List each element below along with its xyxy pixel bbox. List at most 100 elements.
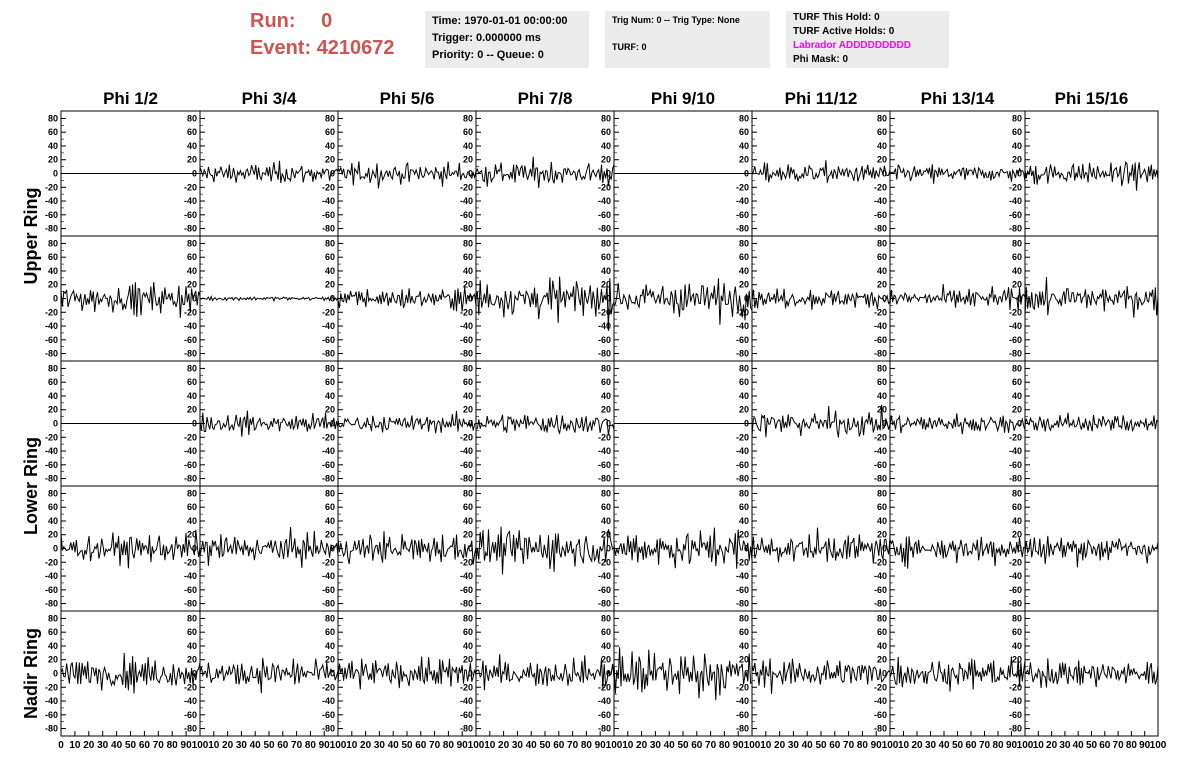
y-tick-label: -60 xyxy=(184,335,197,345)
y-tick-label: 40 xyxy=(325,516,335,526)
y-tick-label: -60 xyxy=(460,335,473,345)
y-tick-label: -40 xyxy=(736,321,749,331)
y-tick-label: -40 xyxy=(184,321,197,331)
y-tick-label: 80 xyxy=(601,113,611,123)
y-tick-label: -40 xyxy=(45,446,58,456)
y-tick-label: 80 xyxy=(601,363,611,373)
y-tick-label: 20 xyxy=(877,405,887,415)
y-tick-label: 0 xyxy=(1017,294,1022,304)
y-tick-label: -20 xyxy=(184,432,197,442)
y-tick-label: -80 xyxy=(184,349,197,359)
y-tick-label: -40 xyxy=(322,321,335,331)
y-tick-label: 40 xyxy=(1012,266,1022,276)
waveform-trace xyxy=(199,527,339,568)
y-tick-label: 60 xyxy=(877,502,887,512)
x-tick-label: 80 xyxy=(167,740,179,751)
x-tick-label: 50 xyxy=(677,740,689,751)
y-tick-label: -20 xyxy=(460,182,473,192)
y-tick-label: -40 xyxy=(736,446,749,456)
y-tick-label: -20 xyxy=(184,682,197,692)
ring-label: Lower Ring xyxy=(21,437,41,535)
x-tick-label: 10 xyxy=(1033,740,1045,751)
y-tick-label: -40 xyxy=(1009,196,1022,206)
waveform-trace xyxy=(199,160,339,184)
trig-info-panel: Trig Num: 0 -- Trig Type: None TURF: 0 xyxy=(605,11,770,68)
y-tick-label: -20 xyxy=(45,432,58,442)
y-tick-label: -60 xyxy=(322,710,335,720)
y-tick-label: -40 xyxy=(598,571,611,581)
y-tick-label: -40 xyxy=(184,696,197,706)
y-tick-label: 40 xyxy=(1012,516,1022,526)
x-tick-label: 50 xyxy=(815,740,827,751)
y-tick-label: 0 xyxy=(468,669,473,679)
x-tick-label: 30 xyxy=(236,740,248,751)
y-tick-label: -20 xyxy=(460,682,473,692)
y-tick-label: 60 xyxy=(601,252,611,262)
y-tick-label: -60 xyxy=(45,710,58,720)
event-value: 4210672 xyxy=(316,37,395,59)
y-tick-label: -40 xyxy=(460,571,473,581)
y-tick-label: 80 xyxy=(187,238,197,248)
pad-frame xyxy=(60,485,201,612)
x-tick-label: 80 xyxy=(305,740,317,751)
x-tick-label: 80 xyxy=(1126,740,1138,751)
y-tick-label: 40 xyxy=(187,141,197,151)
turf-info-panel: TURF This Hold: 0 TURF Active Holds: 0 L… xyxy=(786,11,949,68)
y-tick-label: 20 xyxy=(877,530,887,540)
y-tick-label: -40 xyxy=(1009,696,1022,706)
y-tick-label: 40 xyxy=(463,641,473,651)
y-tick-label: 20 xyxy=(601,655,611,665)
ring-label: Upper Ring xyxy=(21,188,41,285)
y-tick-label: 0 xyxy=(468,419,473,429)
y-tick-label: -80 xyxy=(460,599,473,609)
y-tick-label: -80 xyxy=(184,224,197,234)
y-tick-label: -40 xyxy=(322,446,335,456)
y-tick-label: -80 xyxy=(45,599,58,609)
waveform-trace xyxy=(60,652,201,694)
y-tick-label: 0 xyxy=(744,669,749,679)
y-tick-label: 40 xyxy=(325,641,335,651)
y-tick-label: 60 xyxy=(739,502,749,512)
y-tick-label: 40 xyxy=(601,391,611,401)
y-tick-label: 60 xyxy=(601,127,611,137)
x-tick-label: 90 xyxy=(595,740,607,751)
y-tick-label: -80 xyxy=(460,349,473,359)
y-tick-label: 20 xyxy=(601,280,611,290)
y-tick-label: 0 xyxy=(882,669,887,679)
y-tick-label: 80 xyxy=(463,113,473,123)
y-tick-label: 0 xyxy=(330,294,335,304)
y-tick-label: 20 xyxy=(877,280,887,290)
y-tick-label: 80 xyxy=(877,363,887,373)
y-tick-label: 0 xyxy=(468,169,473,179)
x-tick-label: 90 xyxy=(457,740,469,751)
y-tick-label: -40 xyxy=(598,446,611,456)
waveform-trace xyxy=(613,647,753,701)
y-tick-label: 80 xyxy=(877,613,887,623)
y-tick-label: -20 xyxy=(322,182,335,192)
waveform-trace xyxy=(889,284,1026,312)
y-tick-label: 0 xyxy=(53,169,58,179)
y-tick-label: -40 xyxy=(736,196,749,206)
y-tick-label: 20 xyxy=(601,155,611,165)
turf-text: TURF: 0 xyxy=(612,42,647,52)
y-tick-label: 80 xyxy=(739,363,749,373)
waveform-trace xyxy=(337,287,477,312)
waveform-trace xyxy=(60,529,201,569)
x-tick-label: 10 xyxy=(69,740,81,751)
y-tick-label: 40 xyxy=(601,266,611,276)
y-tick-label: -20 xyxy=(45,557,58,567)
y-tick-label: 0 xyxy=(882,419,887,429)
x-tick-label: 100 xyxy=(330,740,347,751)
y-tick-label: 40 xyxy=(48,641,58,651)
x-tick-label: 80 xyxy=(719,740,731,751)
y-tick-label: 80 xyxy=(48,363,58,373)
x-tick-label: 30 xyxy=(512,740,524,751)
y-tick-label: 0 xyxy=(53,544,58,554)
y-tick-label: -60 xyxy=(322,585,335,595)
y-tick-label: 20 xyxy=(187,530,197,540)
y-tick-label: 20 xyxy=(48,655,58,665)
y-tick-label: -20 xyxy=(322,682,335,692)
y-tick-label: 0 xyxy=(606,669,611,679)
y-tick-label: 80 xyxy=(601,238,611,248)
y-tick-label: 60 xyxy=(601,377,611,387)
